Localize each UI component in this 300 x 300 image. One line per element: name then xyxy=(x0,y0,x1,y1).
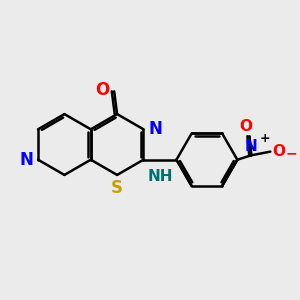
Text: N: N xyxy=(20,151,34,169)
Text: +: + xyxy=(259,132,270,145)
Text: S: S xyxy=(111,179,123,197)
Text: O: O xyxy=(95,80,110,98)
Text: −: − xyxy=(286,146,297,161)
Text: N: N xyxy=(244,139,257,154)
Text: N: N xyxy=(148,120,163,138)
Text: NH: NH xyxy=(147,169,173,184)
Text: O: O xyxy=(239,119,252,134)
Text: O: O xyxy=(272,144,285,159)
